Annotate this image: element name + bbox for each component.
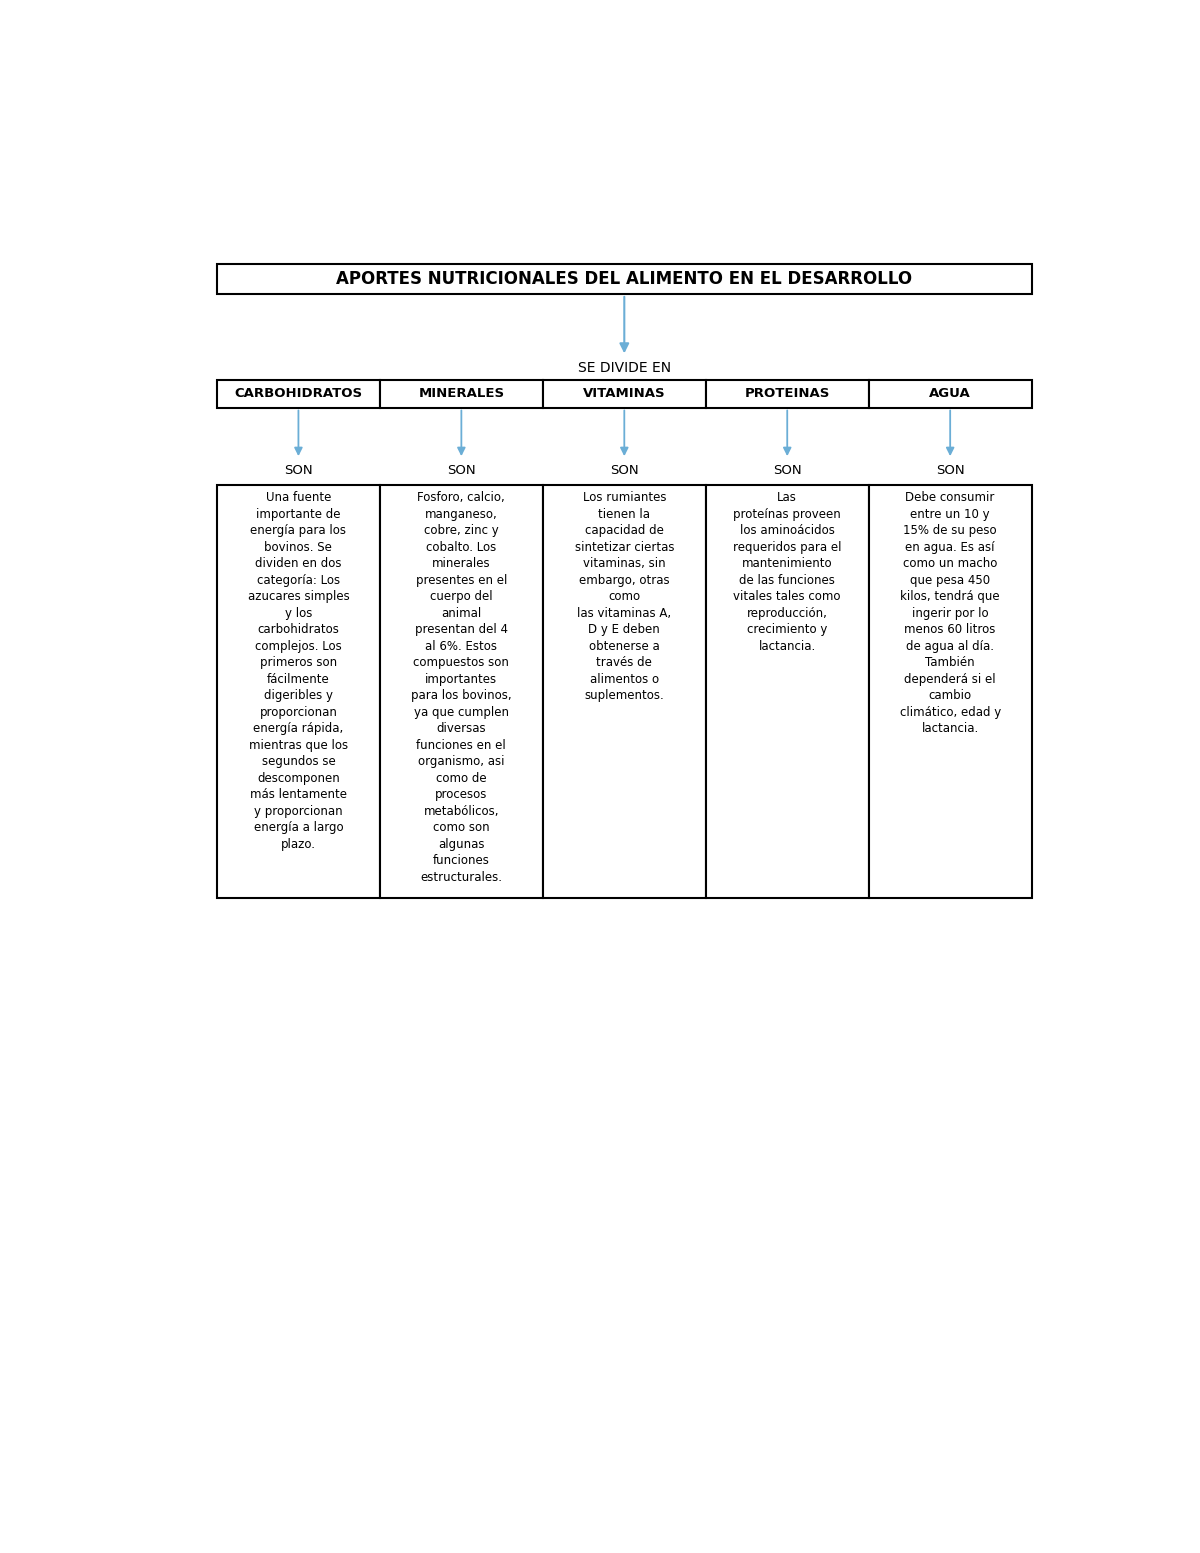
FancyBboxPatch shape xyxy=(217,485,380,898)
Text: PROTEINAS: PROTEINAS xyxy=(744,387,830,401)
Text: Fosforo, calcio,
manganeso,
cobre, zinc y
cobalto. Los
minerales
presentes en el: Fosforo, calcio, manganeso, cobre, zinc … xyxy=(412,491,511,884)
FancyBboxPatch shape xyxy=(706,380,869,407)
FancyBboxPatch shape xyxy=(869,485,1032,898)
FancyBboxPatch shape xyxy=(542,380,706,407)
Text: Debe consumir
entre un 10 y
15% de su peso
en agua. Es así
como un macho
que pes: Debe consumir entre un 10 y 15% de su pe… xyxy=(900,491,1001,736)
Text: AGUA: AGUA xyxy=(929,387,971,401)
Text: Las
proteínas proveen
los aminoácidos
requeridos para el
mantenimiento
de las fu: Las proteínas proveen los aminoácidos re… xyxy=(733,491,841,652)
Text: SE DIVIDE EN: SE DIVIDE EN xyxy=(577,362,671,376)
Text: SON: SON xyxy=(936,464,965,477)
Text: CARBOHIDRATOS: CARBOHIDRATOS xyxy=(234,387,362,401)
Text: Los rumiantes
tienen la
capacidad de
sintetizar ciertas
vitaminas, sin
embargo, : Los rumiantes tienen la capacidad de sin… xyxy=(575,491,674,702)
FancyBboxPatch shape xyxy=(380,485,542,898)
Text: SON: SON xyxy=(610,464,638,477)
Text: SON: SON xyxy=(773,464,802,477)
FancyBboxPatch shape xyxy=(706,485,869,898)
Text: MINERALES: MINERALES xyxy=(419,387,504,401)
Text: APORTES NUTRICIONALES DEL ALIMENTO EN EL DESARROLLO: APORTES NUTRICIONALES DEL ALIMENTO EN EL… xyxy=(336,270,912,287)
FancyBboxPatch shape xyxy=(380,380,542,407)
Text: SON: SON xyxy=(284,464,313,477)
FancyBboxPatch shape xyxy=(542,485,706,898)
FancyBboxPatch shape xyxy=(217,380,380,407)
Text: SON: SON xyxy=(448,464,475,477)
FancyBboxPatch shape xyxy=(217,264,1032,294)
Text: Una fuente
importante de
energía para los
bovinos. Se
dividen en dos
categoría: : Una fuente importante de energía para lo… xyxy=(247,491,349,851)
FancyBboxPatch shape xyxy=(869,380,1032,407)
Text: VITAMINAS: VITAMINAS xyxy=(583,387,666,401)
